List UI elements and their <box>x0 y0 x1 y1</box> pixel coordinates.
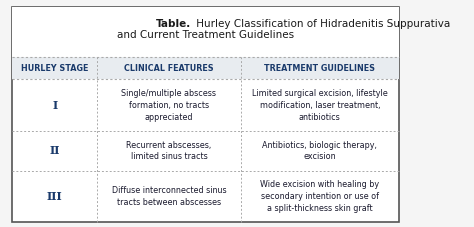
Text: III: III <box>47 191 63 202</box>
Text: and Current Treatment Guidelines: and Current Treatment Guidelines <box>117 30 294 40</box>
Text: Antibiotics, biologic therapy,
excision: Antibiotics, biologic therapy, excision <box>263 141 377 161</box>
Bar <box>12 57 399 79</box>
Text: Hurley Classification of Hidradenitis Suppurativa: Hurley Classification of Hidradenitis Su… <box>193 19 451 29</box>
Text: TREATMENT GUIDELINES: TREATMENT GUIDELINES <box>264 64 375 73</box>
Text: Wide excision with healing by
secondary intention or use of
a split-thickness sk: Wide excision with healing by secondary … <box>260 180 379 213</box>
Text: II: II <box>50 146 60 156</box>
Text: Single/multiple abscess
formation, no tracts
appreciated: Single/multiple abscess formation, no tr… <box>121 89 217 122</box>
Text: Diffuse interconnected sinus
tracts between abscesses: Diffuse interconnected sinus tracts betw… <box>112 186 226 207</box>
Text: Recurrent abscesses,
limited sinus tracts: Recurrent abscesses, limited sinus tract… <box>127 141 211 161</box>
Text: CLINICAL FEATURES: CLINICAL FEATURES <box>124 64 214 73</box>
Text: HURLEY STAGE: HURLEY STAGE <box>21 64 89 73</box>
Text: Limited surgical excision, lifestyle
modification, laser treatment,
antibiotics: Limited surgical excision, lifestyle mod… <box>252 89 388 122</box>
Bar <box>12 7 399 57</box>
Text: Table.: Table. <box>156 19 191 29</box>
Text: I: I <box>52 100 57 111</box>
